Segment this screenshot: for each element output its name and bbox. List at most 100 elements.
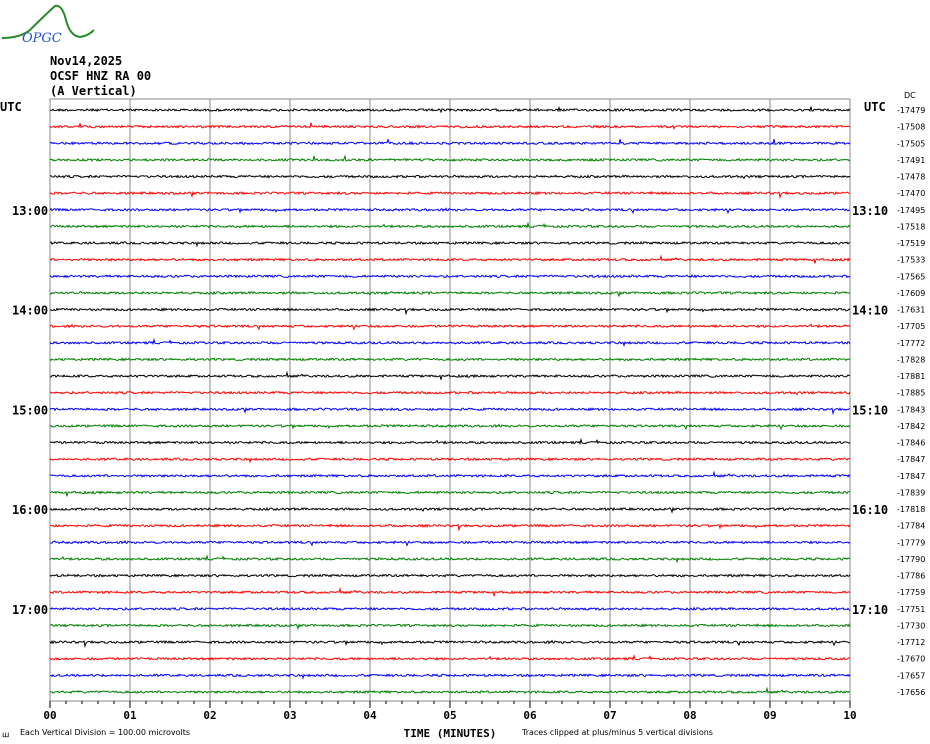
- dc-offset-label: -17479: [897, 106, 925, 115]
- trace-row-27: [49, 554, 851, 564]
- dc-offset-label: -17505: [897, 139, 925, 148]
- right-time-label: 15:10: [852, 403, 888, 417]
- trace-row-9: [49, 254, 851, 264]
- trace-row-6: [49, 207, 850, 215]
- x-tick-label: 09: [763, 709, 776, 722]
- dc-offset-label: -17759: [897, 588, 925, 597]
- dc-offset-label: -17631: [897, 306, 925, 315]
- station-label: OCSF HNZ RA 00: [50, 69, 152, 83]
- dc-offset-label: -17843: [897, 405, 925, 414]
- dc-label: DC: [904, 91, 916, 100]
- dc-offset-label: -17847: [897, 455, 925, 464]
- dc-offset-label: -17842: [897, 422, 925, 431]
- trace-row-35: [50, 686, 851, 695]
- dc-offset-label: -17657: [897, 671, 925, 680]
- trace-row-11: [49, 290, 851, 298]
- scale-note: Each Vertical Division = 100.00 microvol…: [20, 728, 190, 737]
- dc-offset-label: -17495: [897, 206, 925, 215]
- dc-offset-label: -17839: [897, 488, 925, 497]
- x-tick-label: 06: [523, 709, 537, 722]
- dc-offset-label: -17730: [897, 621, 925, 630]
- x-tick-label: 04: [363, 709, 377, 722]
- utc-right-label: UTC: [864, 100, 886, 114]
- right-time-label: 16:10: [852, 503, 888, 517]
- right-time-label: 14:10: [852, 304, 888, 318]
- x-tick-label: 00: [43, 709, 56, 722]
- trace-row-34: [50, 673, 851, 680]
- trace-row-3: [49, 154, 850, 163]
- dc-offset-label: -17518: [897, 222, 925, 231]
- trace-row-4: [50, 174, 851, 180]
- dc-offset-label: -17565: [897, 272, 925, 281]
- dc-offset-label: -17790: [897, 555, 925, 564]
- dc-offset-label: -17609: [897, 289, 925, 298]
- trace-row-15: [49, 357, 851, 362]
- trace-row-28: [49, 573, 851, 578]
- trace-row-26: [49, 539, 851, 547]
- trace-row-0: [50, 105, 851, 114]
- left-time-label: 16:00: [12, 503, 48, 517]
- dc-offset-label: -17846: [897, 439, 925, 448]
- left-time-label: 15:00: [12, 403, 48, 417]
- dc-offset-label: -17491: [897, 156, 925, 165]
- utc-left-label: UTC: [0, 100, 22, 114]
- trace-row-20: [49, 437, 851, 445]
- corner-mark: ꟺ: [2, 730, 9, 739]
- left-time-label: 14:00: [12, 304, 48, 318]
- left-time-label: 13:00: [12, 204, 48, 218]
- dc-offset-label: -17784: [897, 522, 925, 531]
- trace-row-33: [49, 653, 850, 662]
- dc-offset-label: -17881: [897, 372, 925, 381]
- dc-offset-label: -17519: [897, 239, 925, 248]
- trace-row-24: [49, 506, 851, 514]
- x-tick-label: 02: [203, 709, 216, 722]
- trace-row-10: [49, 274, 851, 279]
- dc-offset-label: -17705: [897, 322, 925, 331]
- left-time-label: 17:00: [12, 603, 48, 617]
- dc-offset-label: -17508: [897, 123, 925, 132]
- dc-offset-label: -17885: [897, 389, 925, 398]
- component-label: (A Vertical): [50, 84, 137, 98]
- trace-row-21: [49, 456, 851, 464]
- dc-offset-label: -17786: [897, 572, 925, 581]
- dc-offset-label: -17828: [897, 355, 925, 364]
- svg-text:OPGC: OPGC: [22, 31, 62, 46]
- trace-row-2: [49, 138, 851, 146]
- dc-offset-label: -17478: [897, 173, 925, 182]
- right-time-label: 13:10: [852, 204, 888, 218]
- dc-offset-label: -17656: [897, 688, 925, 697]
- x-tick-label: 01: [123, 709, 137, 722]
- x-tick-label: 07: [603, 709, 616, 722]
- dc-offset-label: -17751: [897, 605, 925, 614]
- trace-row-30: [49, 606, 851, 612]
- dc-offset-label: -17712: [897, 638, 925, 647]
- trace-row-23: [50, 490, 851, 497]
- trace-row-1: [49, 122, 851, 130]
- x-tick-label: 03: [283, 709, 296, 722]
- right-time-label: 17:10: [852, 603, 888, 617]
- trace-row-32: [49, 639, 851, 649]
- x-axis-title: TIME (MINUTES): [404, 727, 497, 740]
- x-tick-label: 05: [443, 709, 456, 722]
- dc-offset-label: -17670: [897, 655, 925, 664]
- dc-offset-label: -17772: [897, 339, 925, 348]
- trace-row-5: [49, 190, 851, 200]
- trace-row-18: [49, 406, 851, 416]
- trace-row-25: [49, 523, 851, 532]
- trace-row-12: [49, 307, 851, 316]
- dc-offset-label: -17779: [897, 538, 925, 547]
- dc-offset-label: -17818: [897, 505, 925, 514]
- x-tick-label: 10: [843, 709, 856, 722]
- date-label: Nov14,2025: [50, 54, 123, 68]
- trace-row-22: [49, 470, 851, 478]
- opgc-logo: OPGC: [1, 4, 95, 46]
- trace-row-31: [49, 623, 851, 631]
- trace-row-29: [49, 587, 851, 597]
- dc-offset-label: -17470: [897, 189, 925, 198]
- x-tick-label: 08: [683, 709, 696, 722]
- trace-row-8: [49, 240, 851, 248]
- trace-row-14: [49, 337, 851, 348]
- clip-note: Traces clipped at plus/minus 5 vertical …: [521, 728, 713, 737]
